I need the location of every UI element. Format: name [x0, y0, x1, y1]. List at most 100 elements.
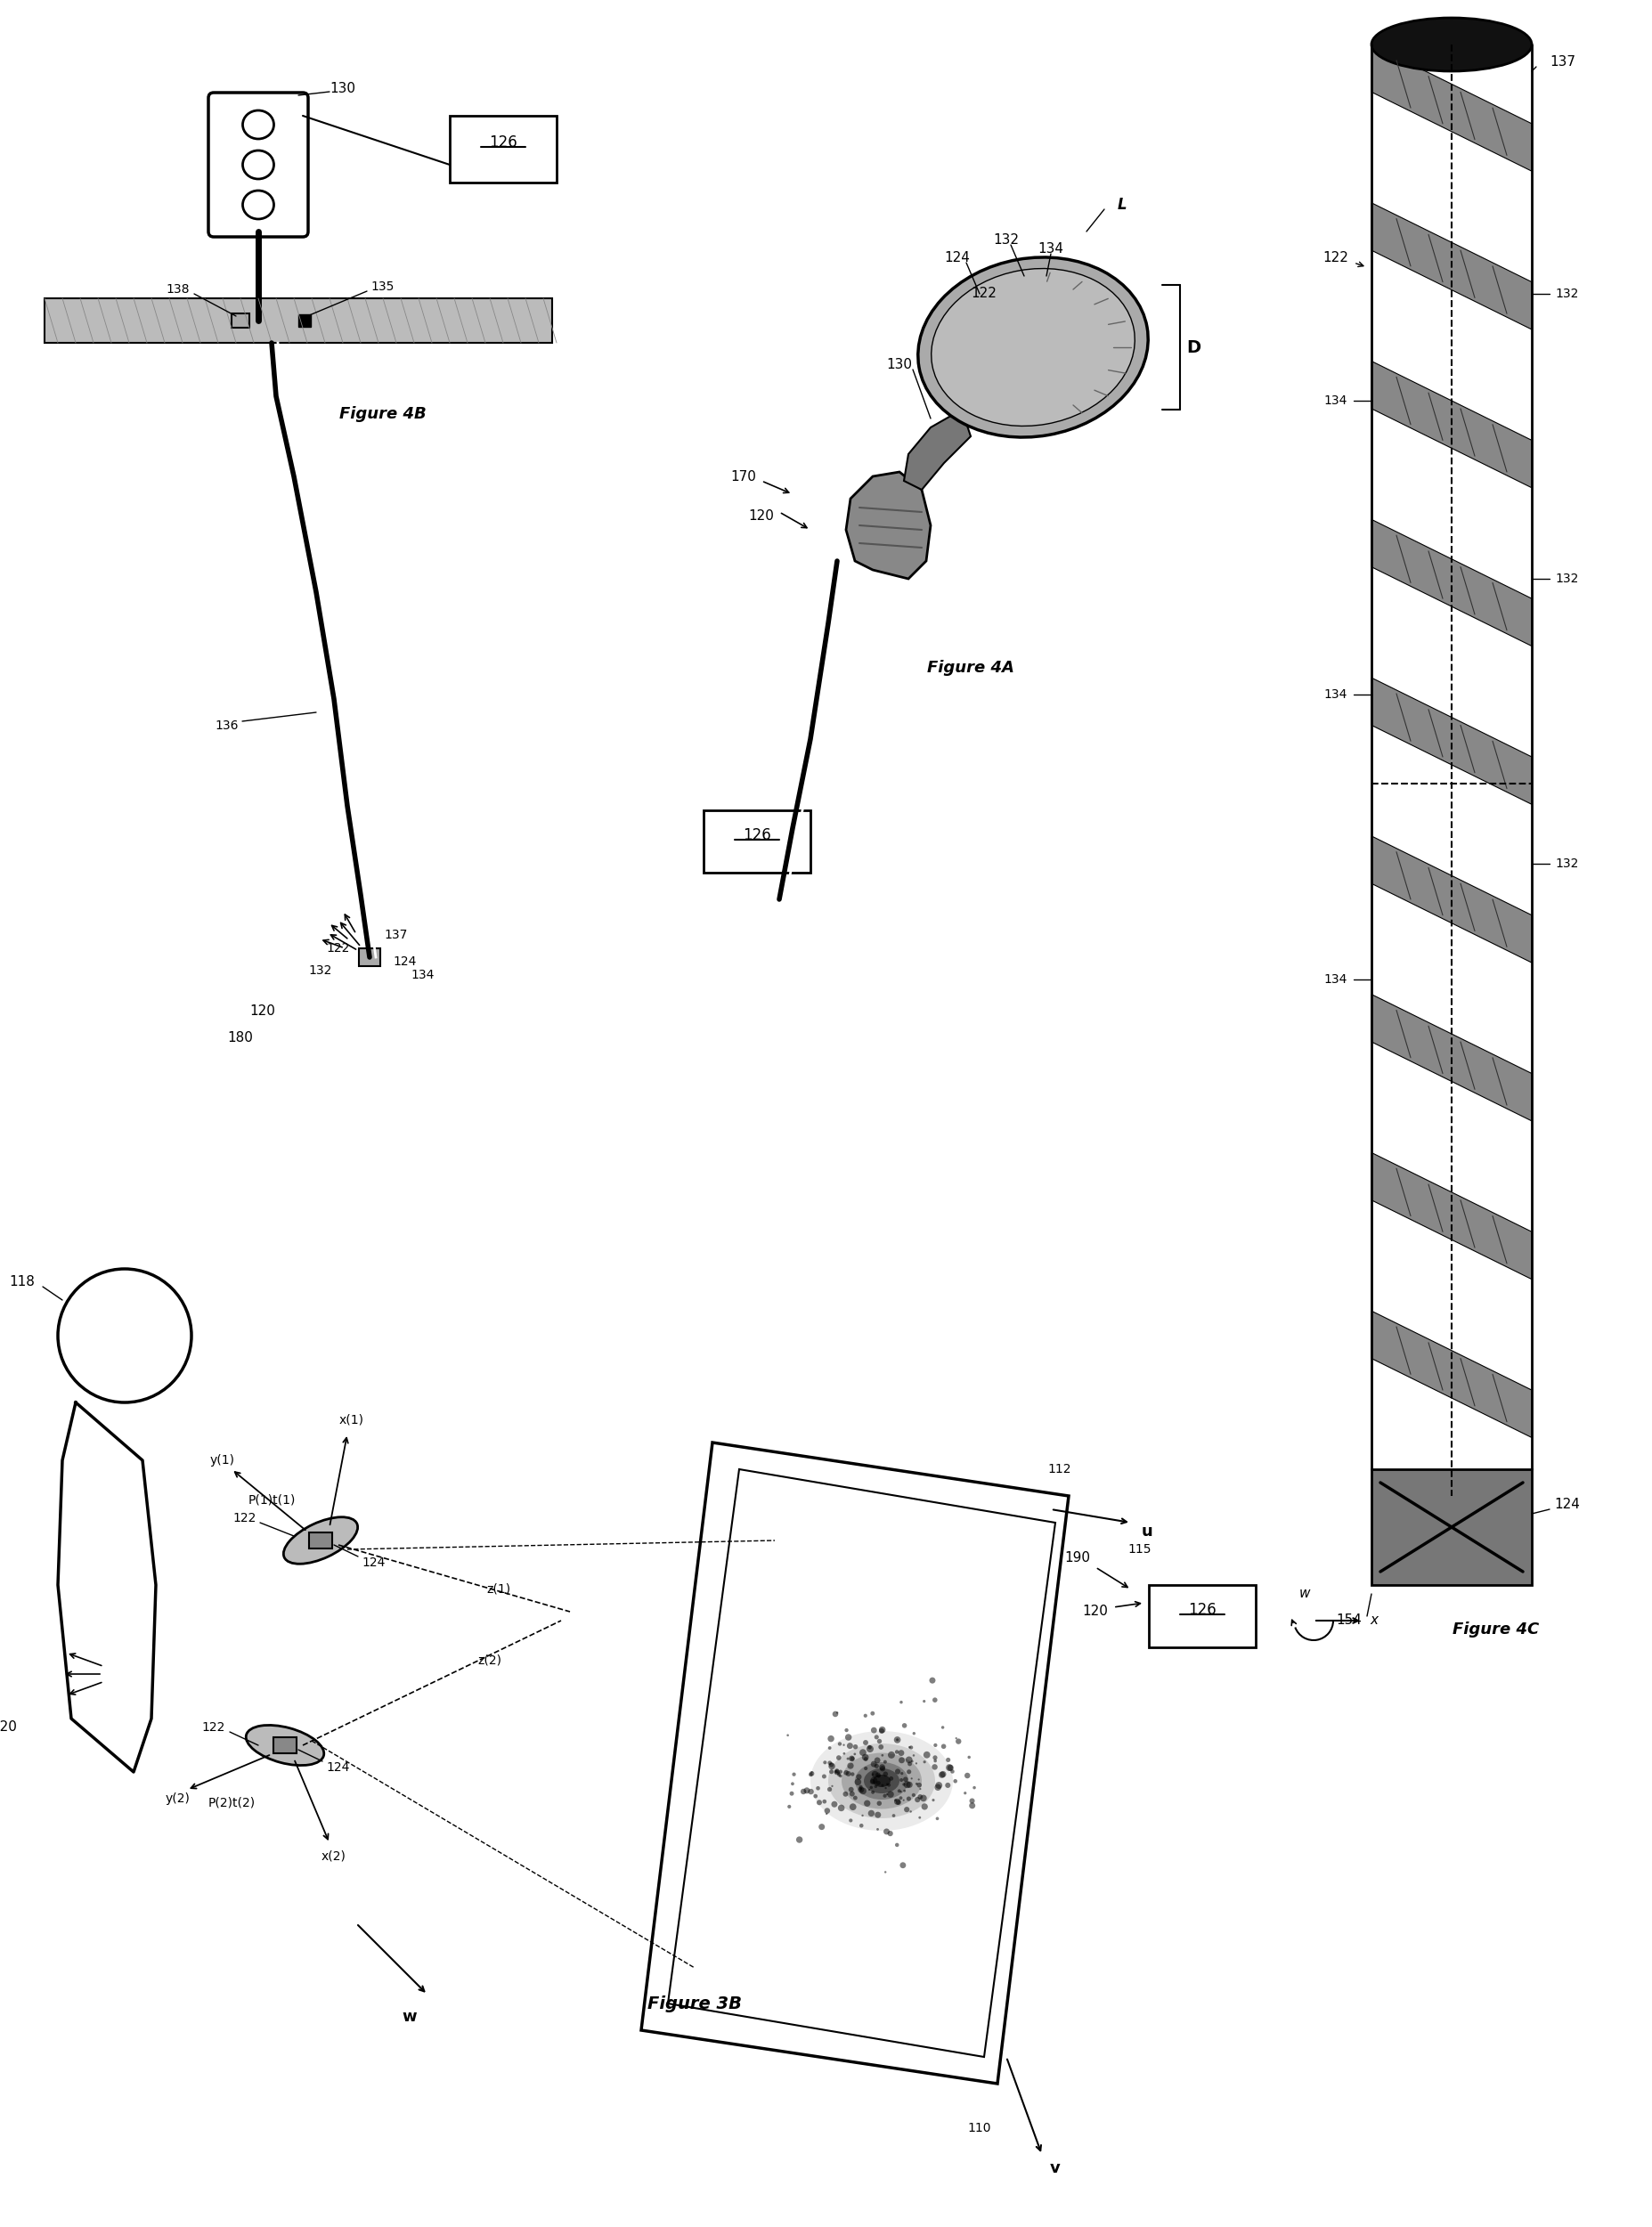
- Circle shape: [897, 1788, 900, 1793]
- Circle shape: [882, 1828, 889, 1835]
- Text: 122: 122: [1322, 252, 1348, 265]
- Circle shape: [871, 1728, 877, 1733]
- Circle shape: [915, 1782, 917, 1786]
- Circle shape: [851, 1773, 854, 1777]
- Circle shape: [846, 1770, 851, 1777]
- Bar: [449, 116, 557, 183]
- Polygon shape: [846, 472, 930, 579]
- Circle shape: [894, 1844, 899, 1846]
- Circle shape: [897, 1750, 904, 1757]
- Circle shape: [940, 1744, 945, 1748]
- Text: 126: 126: [1188, 1601, 1216, 1619]
- Circle shape: [844, 1728, 847, 1733]
- Circle shape: [852, 1795, 857, 1799]
- Circle shape: [859, 1786, 862, 1788]
- Circle shape: [852, 1753, 856, 1755]
- Text: v: v: [1049, 2160, 1061, 2176]
- Circle shape: [823, 1799, 826, 1804]
- Text: Figure 3B: Figure 3B: [648, 1995, 742, 2011]
- FancyBboxPatch shape: [208, 94, 307, 236]
- Circle shape: [796, 1837, 803, 1844]
- Text: 134: 134: [1037, 243, 1064, 256]
- Circle shape: [856, 1775, 861, 1779]
- Circle shape: [932, 1799, 935, 1802]
- Circle shape: [907, 1762, 912, 1766]
- Polygon shape: [1371, 835, 1531, 962]
- Text: x(1): x(1): [339, 1414, 363, 1428]
- Circle shape: [914, 1797, 920, 1802]
- Circle shape: [905, 1797, 910, 1802]
- Circle shape: [935, 1782, 942, 1788]
- Circle shape: [843, 1791, 847, 1797]
- Circle shape: [836, 1773, 839, 1775]
- Circle shape: [874, 1784, 877, 1788]
- Circle shape: [864, 1766, 867, 1770]
- Circle shape: [894, 1799, 897, 1802]
- Circle shape: [892, 1815, 895, 1817]
- Circle shape: [876, 1828, 879, 1831]
- Ellipse shape: [284, 1517, 357, 1563]
- Circle shape: [917, 1782, 922, 1788]
- Text: 122: 122: [233, 1512, 256, 1525]
- Text: 137: 137: [385, 929, 408, 942]
- Circle shape: [877, 1775, 881, 1777]
- Circle shape: [947, 1764, 953, 1770]
- Circle shape: [829, 1770, 833, 1775]
- Ellipse shape: [864, 1768, 899, 1793]
- Circle shape: [909, 1811, 912, 1813]
- Circle shape: [852, 1744, 857, 1748]
- Circle shape: [889, 1777, 892, 1782]
- Circle shape: [877, 1744, 884, 1750]
- Circle shape: [882, 1770, 887, 1777]
- Circle shape: [844, 1735, 851, 1742]
- Circle shape: [847, 1755, 854, 1762]
- Circle shape: [909, 1746, 912, 1750]
- Circle shape: [803, 1788, 809, 1793]
- Circle shape: [871, 1710, 874, 1715]
- Circle shape: [813, 1795, 818, 1797]
- Circle shape: [828, 1762, 831, 1766]
- Polygon shape: [1371, 361, 1531, 488]
- Text: 126: 126: [742, 826, 771, 844]
- Circle shape: [933, 1744, 937, 1746]
- Circle shape: [919, 1817, 920, 1819]
- Circle shape: [871, 1770, 877, 1777]
- Circle shape: [940, 1770, 945, 1777]
- Polygon shape: [1371, 993, 1531, 1120]
- Circle shape: [877, 1739, 881, 1744]
- Text: P(2)t(2): P(2)t(2): [208, 1797, 254, 1808]
- Circle shape: [838, 1742, 841, 1746]
- Bar: [309, 1532, 332, 1548]
- Text: Figure 4C: Figure 4C: [1452, 1621, 1538, 1637]
- Polygon shape: [1371, 519, 1531, 646]
- Ellipse shape: [917, 258, 1148, 436]
- Bar: [231, 314, 249, 327]
- Text: z(1): z(1): [486, 1583, 510, 1597]
- Circle shape: [808, 1788, 813, 1795]
- Text: 118: 118: [10, 1276, 35, 1289]
- Circle shape: [907, 1770, 910, 1775]
- Circle shape: [871, 1777, 877, 1784]
- Circle shape: [838, 1804, 844, 1811]
- Circle shape: [847, 1762, 852, 1768]
- Polygon shape: [904, 410, 970, 490]
- Circle shape: [932, 1764, 937, 1770]
- Circle shape: [899, 1797, 902, 1799]
- Bar: [273, 1737, 296, 1753]
- Circle shape: [874, 1764, 879, 1768]
- Bar: [358, 949, 380, 967]
- Circle shape: [857, 1786, 864, 1793]
- Bar: [297, 314, 311, 327]
- Circle shape: [885, 1784, 889, 1786]
- Text: 115: 115: [1128, 1543, 1151, 1557]
- Text: 124: 124: [1553, 1499, 1579, 1512]
- Circle shape: [945, 1764, 953, 1770]
- Ellipse shape: [854, 1762, 909, 1799]
- Circle shape: [923, 1750, 930, 1759]
- Circle shape: [859, 1824, 862, 1828]
- Text: 137: 137: [1550, 56, 1574, 69]
- Text: x(2): x(2): [322, 1851, 347, 1862]
- Circle shape: [864, 1799, 871, 1806]
- Circle shape: [902, 1724, 907, 1728]
- Text: 122: 122: [971, 287, 996, 301]
